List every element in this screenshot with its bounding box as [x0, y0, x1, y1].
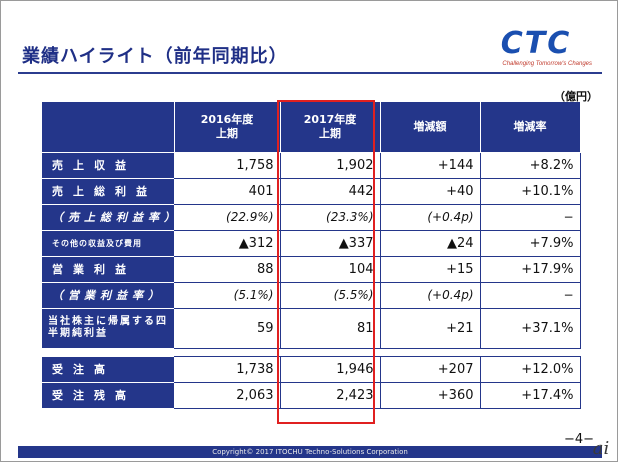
cell-2017: (5.5%) — [280, 282, 381, 309]
table-row: 受注高 1,738 1,946 +207 +12.0% — [42, 356, 581, 383]
cell-2016: 401 — [174, 178, 281, 205]
cell-2016: 2,063 — [174, 382, 281, 409]
cell-rate: +10.1% — [480, 178, 581, 205]
row-label: 売上収益 — [42, 152, 174, 179]
row-label: 当社株主に帰属する四半期純利益 — [42, 308, 174, 349]
cell-rate: +17.4% — [480, 382, 581, 409]
cell-change: (+0.4p) — [380, 282, 481, 309]
cell-2016: 88 — [174, 256, 281, 283]
table-row: その他の収益及び費用 ▲312 ▲337 ▲24 +7.9% — [42, 230, 581, 257]
row-label: 営業利益 — [42, 256, 174, 283]
cell-rate: +8.2% — [480, 151, 581, 179]
table-row: 当社株主に帰属する四半期純利益 59 81 +21 +37.1% — [42, 308, 581, 349]
cell-change: +40 — [380, 178, 481, 205]
row-label: 受注高 — [42, 356, 174, 383]
cell-2017: 2,423 — [280, 382, 381, 409]
cell-2017: 1,902 — [280, 151, 381, 179]
cell-2016: 1,758 — [174, 151, 281, 179]
cell-2016: (22.9%) — [174, 204, 281, 231]
header-2017: 2017年度 上期 — [280, 102, 381, 153]
table-row: 営業利益 88 104 +15 +17.9% — [42, 256, 581, 283]
table-row: 売上収益 1,758 1,902 +144 +8.2% — [42, 151, 581, 179]
cell-2017: 1,946 — [280, 356, 381, 383]
page-number: −4− — [563, 432, 594, 447]
cell-rate: +12.0% — [480, 356, 581, 383]
title-underline — [18, 72, 602, 74]
row-label: 売上総利益 — [42, 178, 174, 205]
row-label: その他の収益及び費用 — [42, 230, 174, 257]
cell-2016: 1,738 — [174, 356, 281, 383]
header-2016: 2016年度 上期 — [174, 102, 281, 153]
table-spacer — [42, 348, 580, 357]
cell-2017: ▲337 — [280, 230, 381, 257]
logo-tagline: Challenging Tomorrow's Changes — [502, 61, 592, 67]
row-label: 受注残高 — [42, 382, 174, 409]
cell-2016: 59 — [174, 308, 281, 349]
row-label: （売上総利益率） — [42, 204, 174, 231]
cell-2017: 104 — [280, 256, 381, 283]
slide-title: 業績ハイライト（前年同期比） — [22, 46, 288, 67]
cell-2017: (23.3%) — [280, 204, 381, 231]
logo-text: CTC — [500, 26, 572, 61]
table-row: 受注残高 2,063 2,423 +360 +17.4% — [42, 382, 581, 409]
cell-2017: 442 — [280, 178, 381, 205]
header-row: 2016年度 上期 2017年度 上期 増減額 増減率 — [42, 102, 581, 153]
cell-rate: +17.9% — [480, 256, 581, 283]
header-change: 増減額 — [380, 102, 481, 153]
table-row: （売上総利益率） (22.9%) (23.3%) (+0.4p) − — [42, 204, 581, 231]
ctc-logo: CTC Challenging Tomorrow's Changes — [480, 28, 592, 72]
header-change-rate: 増減率 — [480, 102, 581, 153]
cell-2016: ▲312 — [174, 230, 281, 257]
cell-change: +21 — [380, 308, 481, 349]
cell-change: (+0.4p) — [380, 204, 481, 231]
header-corner — [42, 102, 175, 153]
cell-rate: − — [480, 204, 581, 231]
cell-2016: (5.1%) — [174, 282, 281, 309]
cell-change: ▲24 — [380, 230, 481, 257]
results-table: 2016年度 上期 2017年度 上期 増減額 増減率 売上収益 1,758 1,9… — [42, 102, 581, 409]
cell-2017: 81 — [280, 308, 381, 349]
unit-label: （億円） — [554, 90, 598, 103]
copyright-footer: Copyright© 2017 ITOCHU Techno-Solutions … — [18, 446, 602, 458]
cell-rate: − — [480, 282, 581, 309]
cell-rate: +7.9% — [480, 230, 581, 257]
cell-change: +15 — [380, 256, 481, 283]
table-row: （営業利益率） (5.1%) (5.5%) (+0.4p) − — [42, 282, 581, 309]
cell-change: +360 — [380, 382, 481, 409]
table-row: 売上総利益 401 442 +40 +10.1% — [42, 178, 581, 205]
watermark-logo: ai — [592, 438, 610, 459]
row-label: （営業利益率） — [42, 282, 174, 309]
cell-rate: +37.1% — [480, 308, 581, 349]
cell-change: +144 — [380, 151, 481, 179]
cell-change: +207 — [380, 356, 481, 383]
